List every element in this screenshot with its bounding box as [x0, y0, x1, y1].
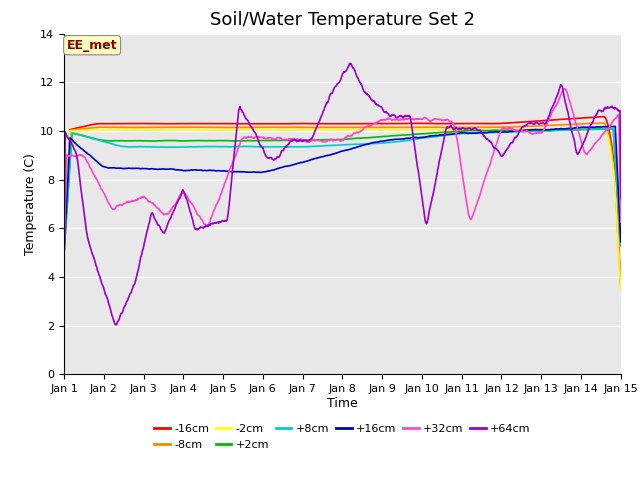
- +16cm: [60, 252, 68, 257]
- -2cm: [252, 127, 260, 132]
- -2cm: [609, 162, 617, 168]
- +32cm: [352, 130, 360, 135]
- +2cm: [352, 135, 360, 141]
- +64cm: [252, 132, 260, 138]
- +8cm: [195, 144, 203, 150]
- +2cm: [597, 126, 605, 132]
- -2cm: [352, 127, 360, 132]
- +2cm: [60, 251, 68, 256]
- -2cm: [617, 287, 625, 292]
- -2cm: [317, 127, 325, 132]
- +2cm: [617, 242, 625, 248]
- +8cm: [512, 129, 520, 135]
- -8cm: [252, 124, 260, 130]
- +2cm: [317, 137, 325, 143]
- -2cm: [60, 250, 68, 255]
- -16cm: [195, 120, 203, 126]
- -8cm: [317, 124, 325, 130]
- +32cm: [317, 138, 325, 144]
- +16cm: [617, 239, 625, 245]
- Text: EE_met: EE_met: [67, 39, 117, 52]
- Line: +64cm: +64cm: [64, 63, 621, 325]
- +64cm: [317, 113, 325, 119]
- +8cm: [60, 250, 68, 256]
- -16cm: [317, 121, 325, 127]
- +2cm: [252, 138, 260, 144]
- Legend: -16cm, -8cm, -2cm, +2cm, +8cm, +16cm, +32cm, +64cm: -16cm, -8cm, -2cm, +2cm, +8cm, +16cm, +3…: [154, 424, 531, 450]
- -2cm: [195, 127, 203, 133]
- -8cm: [512, 124, 520, 130]
- +16cm: [252, 169, 260, 175]
- +64cm: [346, 60, 354, 66]
- +32cm: [252, 134, 260, 140]
- +16cm: [352, 144, 360, 150]
- +16cm: [611, 123, 618, 129]
- +32cm: [617, 219, 625, 225]
- +8cm: [317, 143, 325, 149]
- -16cm: [252, 121, 260, 127]
- +32cm: [195, 213, 203, 218]
- Y-axis label: Temperature (C): Temperature (C): [24, 153, 37, 255]
- +64cm: [609, 105, 617, 110]
- +64cm: [617, 196, 625, 202]
- Line: +8cm: +8cm: [64, 129, 621, 253]
- +64cm: [111, 322, 119, 328]
- -8cm: [609, 158, 617, 164]
- +64cm: [195, 225, 203, 231]
- -8cm: [195, 124, 203, 130]
- Line: -8cm: -8cm: [64, 123, 621, 288]
- +32cm: [561, 86, 568, 92]
- -8cm: [60, 250, 68, 255]
- -8cm: [617, 285, 625, 290]
- +8cm: [608, 126, 616, 132]
- +32cm: [609, 119, 617, 124]
- -16cm: [352, 121, 360, 127]
- +8cm: [352, 141, 360, 147]
- +64cm: [513, 133, 520, 139]
- Line: -2cm: -2cm: [64, 128, 621, 289]
- +16cm: [317, 154, 325, 160]
- -2cm: [512, 127, 520, 132]
- Title: Soil/Water Temperature Set 2: Soil/Water Temperature Set 2: [210, 11, 475, 29]
- -8cm: [600, 120, 607, 126]
- -2cm: [600, 125, 607, 131]
- +16cm: [512, 128, 520, 134]
- +8cm: [609, 126, 617, 132]
- Line: -16cm: -16cm: [64, 117, 621, 284]
- -16cm: [600, 114, 607, 120]
- +16cm: [195, 167, 203, 173]
- +32cm: [60, 262, 68, 267]
- +2cm: [195, 138, 203, 144]
- +2cm: [512, 128, 520, 133]
- +2cm: [609, 126, 617, 132]
- Line: +16cm: +16cm: [64, 126, 621, 254]
- Line: +2cm: +2cm: [64, 129, 621, 253]
- Line: +32cm: +32cm: [64, 89, 621, 264]
- +32cm: [512, 128, 520, 133]
- +64cm: [60, 249, 68, 255]
- -16cm: [617, 281, 625, 287]
- X-axis label: Time: Time: [327, 397, 358, 410]
- +8cm: [252, 144, 260, 150]
- +16cm: [609, 123, 616, 129]
- +64cm: [353, 74, 361, 80]
- -16cm: [512, 120, 520, 125]
- -16cm: [60, 250, 68, 255]
- -8cm: [352, 124, 360, 130]
- -16cm: [609, 151, 617, 157]
- +8cm: [617, 242, 625, 248]
